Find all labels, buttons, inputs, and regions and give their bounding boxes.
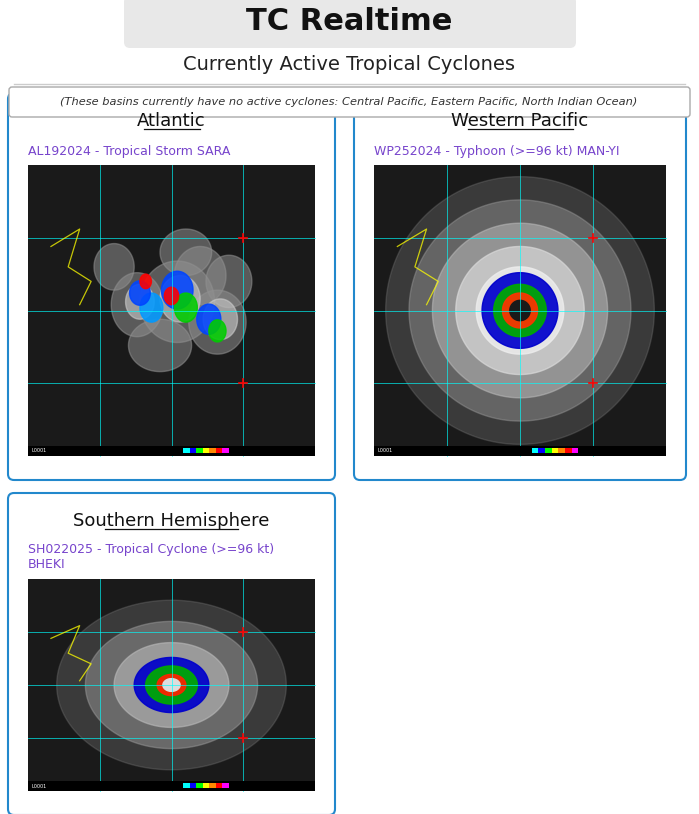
FancyBboxPatch shape <box>124 0 576 48</box>
Polygon shape <box>174 293 197 322</box>
Polygon shape <box>145 666 197 704</box>
Bar <box>189 448 196 453</box>
Polygon shape <box>503 293 538 328</box>
Polygon shape <box>206 256 252 308</box>
Polygon shape <box>161 271 193 309</box>
Bar <box>216 448 222 453</box>
Polygon shape <box>510 300 531 321</box>
Text: L0001: L0001 <box>377 449 392 453</box>
Polygon shape <box>126 284 154 319</box>
Polygon shape <box>114 642 229 728</box>
Bar <box>538 448 545 453</box>
Polygon shape <box>140 274 152 289</box>
Bar <box>209 448 216 453</box>
Bar <box>565 448 572 453</box>
Bar <box>28 165 315 456</box>
Polygon shape <box>476 267 564 354</box>
Bar <box>552 448 559 453</box>
Bar <box>559 448 565 453</box>
Polygon shape <box>409 200 631 421</box>
Polygon shape <box>129 319 192 372</box>
Bar <box>374 446 666 456</box>
Text: Atlantic: Atlantic <box>137 112 206 130</box>
Polygon shape <box>129 281 150 305</box>
Polygon shape <box>160 276 200 322</box>
Bar <box>545 448 552 453</box>
Bar <box>183 783 189 788</box>
Polygon shape <box>163 679 180 691</box>
Polygon shape <box>134 658 209 712</box>
Polygon shape <box>209 320 226 342</box>
Text: AL192024 - Tropical Storm SARA: AL192024 - Tropical Storm SARA <box>28 145 231 157</box>
Bar <box>203 783 209 788</box>
Polygon shape <box>160 229 212 276</box>
Polygon shape <box>493 284 547 337</box>
Polygon shape <box>140 293 163 322</box>
Text: SH022025 - Tropical Cyclone (>=96 kt): SH022025 - Tropical Cyclone (>=96 kt) <box>28 542 274 555</box>
Text: BHEKI: BHEKI <box>28 558 66 571</box>
Polygon shape <box>85 621 258 749</box>
Text: Currently Active Tropical Cyclones: Currently Active Tropical Cyclones <box>183 55 515 73</box>
Bar <box>374 165 666 456</box>
Bar <box>28 781 315 791</box>
Polygon shape <box>174 247 226 304</box>
FancyBboxPatch shape <box>8 93 335 480</box>
Polygon shape <box>203 299 238 339</box>
Bar <box>222 448 229 453</box>
Polygon shape <box>111 273 163 337</box>
Polygon shape <box>94 243 134 290</box>
Bar <box>203 448 209 453</box>
Polygon shape <box>57 600 287 770</box>
Polygon shape <box>157 675 186 696</box>
Polygon shape <box>189 290 246 354</box>
Bar <box>216 783 222 788</box>
Bar <box>532 448 538 453</box>
Bar <box>209 783 216 788</box>
Text: L0001: L0001 <box>31 784 46 789</box>
Text: Southern Hemisphere: Southern Hemisphere <box>73 512 270 530</box>
Text: L0001: L0001 <box>31 449 46 453</box>
Polygon shape <box>140 261 215 343</box>
Bar <box>189 783 196 788</box>
Bar <box>572 448 578 453</box>
Text: WP252024 - Typhoon (>=96 kt) MAN-YI: WP252024 - Typhoon (>=96 kt) MAN-YI <box>374 145 619 157</box>
Text: Western Pacific: Western Pacific <box>452 112 589 130</box>
Bar <box>28 579 315 791</box>
Bar <box>196 448 203 453</box>
FancyBboxPatch shape <box>9 87 690 117</box>
Polygon shape <box>433 223 607 398</box>
FancyBboxPatch shape <box>354 93 686 480</box>
Polygon shape <box>482 273 558 348</box>
Bar <box>183 448 189 453</box>
FancyBboxPatch shape <box>8 493 335 814</box>
Polygon shape <box>164 287 179 304</box>
Polygon shape <box>197 304 221 335</box>
Bar <box>28 446 315 456</box>
Polygon shape <box>456 247 584 374</box>
Text: (These basins currently have no active cyclones: Central Pacific, Eastern Pacifi: (These basins currently have no active c… <box>60 97 637 107</box>
Polygon shape <box>386 177 654 444</box>
Text: TC Realtime: TC Realtime <box>246 7 452 36</box>
Bar <box>196 783 203 788</box>
Bar <box>222 783 229 788</box>
